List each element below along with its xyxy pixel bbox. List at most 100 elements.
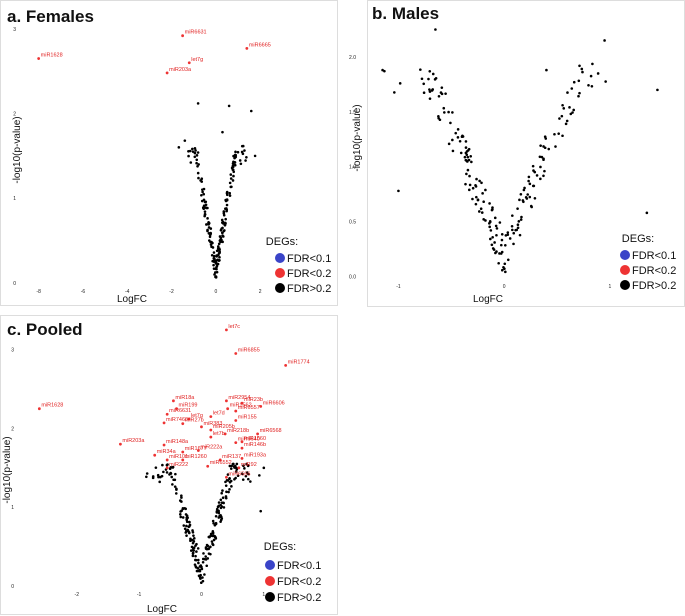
gene-label: miR222a	[200, 444, 223, 450]
data-point	[225, 207, 228, 210]
highlighted-point	[165, 71, 169, 75]
gene-label: miR23b	[244, 397, 263, 403]
data-point	[500, 232, 504, 236]
data-point	[169, 465, 173, 469]
data-point	[203, 210, 207, 213]
data-point	[209, 232, 213, 236]
data-point	[204, 555, 208, 558]
data-point	[542, 158, 545, 161]
data-point	[467, 158, 471, 162]
panel-c-legend-item-1: FDR<0.1	[277, 560, 321, 572]
data-point	[201, 557, 205, 561]
y-tick-label: 1.0	[349, 165, 356, 171]
data-point	[175, 487, 178, 491]
data-point	[458, 139, 462, 143]
highlighted-point	[225, 475, 228, 479]
data-point	[223, 223, 227, 227]
data-point	[456, 136, 460, 139]
data-point	[157, 475, 160, 479]
data-point	[191, 531, 195, 534]
data-point	[154, 466, 158, 469]
gene-label: let7d	[213, 411, 225, 417]
data-point	[194, 558, 198, 562]
data-point	[229, 177, 233, 180]
data-point	[202, 207, 206, 211]
data-point	[506, 231, 510, 234]
data-point	[499, 252, 503, 255]
data-point	[162, 470, 165, 474]
panel-c-plot: -2 -1 0 1 0 1 2 3 let7c miR6855 miR1774 miR1628 miR1…	[11, 324, 309, 598]
data-point	[230, 485, 233, 488]
data-point	[218, 250, 221, 253]
gene-label: miR6631	[169, 408, 191, 414]
data-point	[187, 531, 191, 534]
gene-label: miR6557	[238, 405, 260, 411]
data-point	[245, 156, 248, 159]
data-point	[194, 149, 197, 152]
highlighted-point	[240, 401, 244, 405]
data-point	[202, 198, 206, 202]
data-point	[188, 520, 191, 524]
data-point	[511, 214, 514, 217]
data-point	[544, 137, 548, 140]
data-point	[464, 146, 468, 149]
data-point	[535, 174, 539, 177]
data-point	[202, 552, 205, 555]
data-point	[590, 84, 594, 88]
data-point	[519, 218, 523, 221]
data-point	[216, 262, 220, 266]
data-point	[381, 68, 384, 72]
data-point	[510, 224, 514, 228]
data-point	[196, 171, 200, 175]
data-point	[195, 550, 198, 553]
data-point	[225, 190, 229, 194]
data-point	[447, 110, 450, 114]
panel-a-ylabel: -log10(p-value)	[12, 116, 23, 183]
data-point	[433, 78, 437, 81]
x-tick-label: -2	[75, 592, 80, 598]
data-point	[528, 182, 532, 186]
data-point	[195, 154, 199, 157]
panel-b-xlabel: LogFC	[473, 294, 503, 305]
data-point	[232, 174, 235, 178]
data-point	[495, 233, 498, 237]
highlighted-point	[153, 453, 157, 457]
data-point	[493, 216, 497, 220]
data-point	[189, 161, 193, 164]
data-point	[193, 537, 196, 540]
data-point	[512, 231, 516, 235]
x-tick-label: 2	[259, 289, 262, 295]
data-point	[521, 199, 525, 202]
legend-dot-fdr02	[275, 268, 285, 278]
data-point	[419, 68, 422, 71]
data-point	[553, 132, 556, 136]
data-point	[468, 174, 471, 178]
highlighted-point	[206, 464, 210, 468]
data-point	[533, 196, 537, 200]
data-point	[434, 28, 437, 31]
y-tick-label: 3	[11, 348, 14, 354]
panel-b-frame	[367, 0, 685, 307]
data-point	[420, 77, 424, 81]
data-point	[217, 501, 221, 504]
data-point	[145, 475, 148, 479]
gene-label: miR1628	[41, 53, 63, 59]
x-tick-label: -8	[36, 289, 41, 295]
data-point	[214, 260, 218, 264]
data-point	[539, 144, 542, 147]
y-tick-label: 3	[13, 27, 16, 33]
data-point	[212, 254, 216, 258]
data-point	[578, 91, 581, 95]
data-point	[431, 72, 435, 76]
data-point	[503, 262, 507, 266]
data-point	[180, 496, 183, 499]
highlighted-point	[165, 412, 169, 416]
data-point	[180, 509, 183, 513]
data-point	[225, 490, 228, 494]
data-point	[224, 496, 228, 500]
x-tick-label: -1	[396, 284, 401, 290]
highlighted-point	[240, 440, 244, 444]
x-tick-label: -6	[81, 289, 86, 295]
data-point	[471, 197, 474, 201]
data-point	[233, 477, 236, 481]
